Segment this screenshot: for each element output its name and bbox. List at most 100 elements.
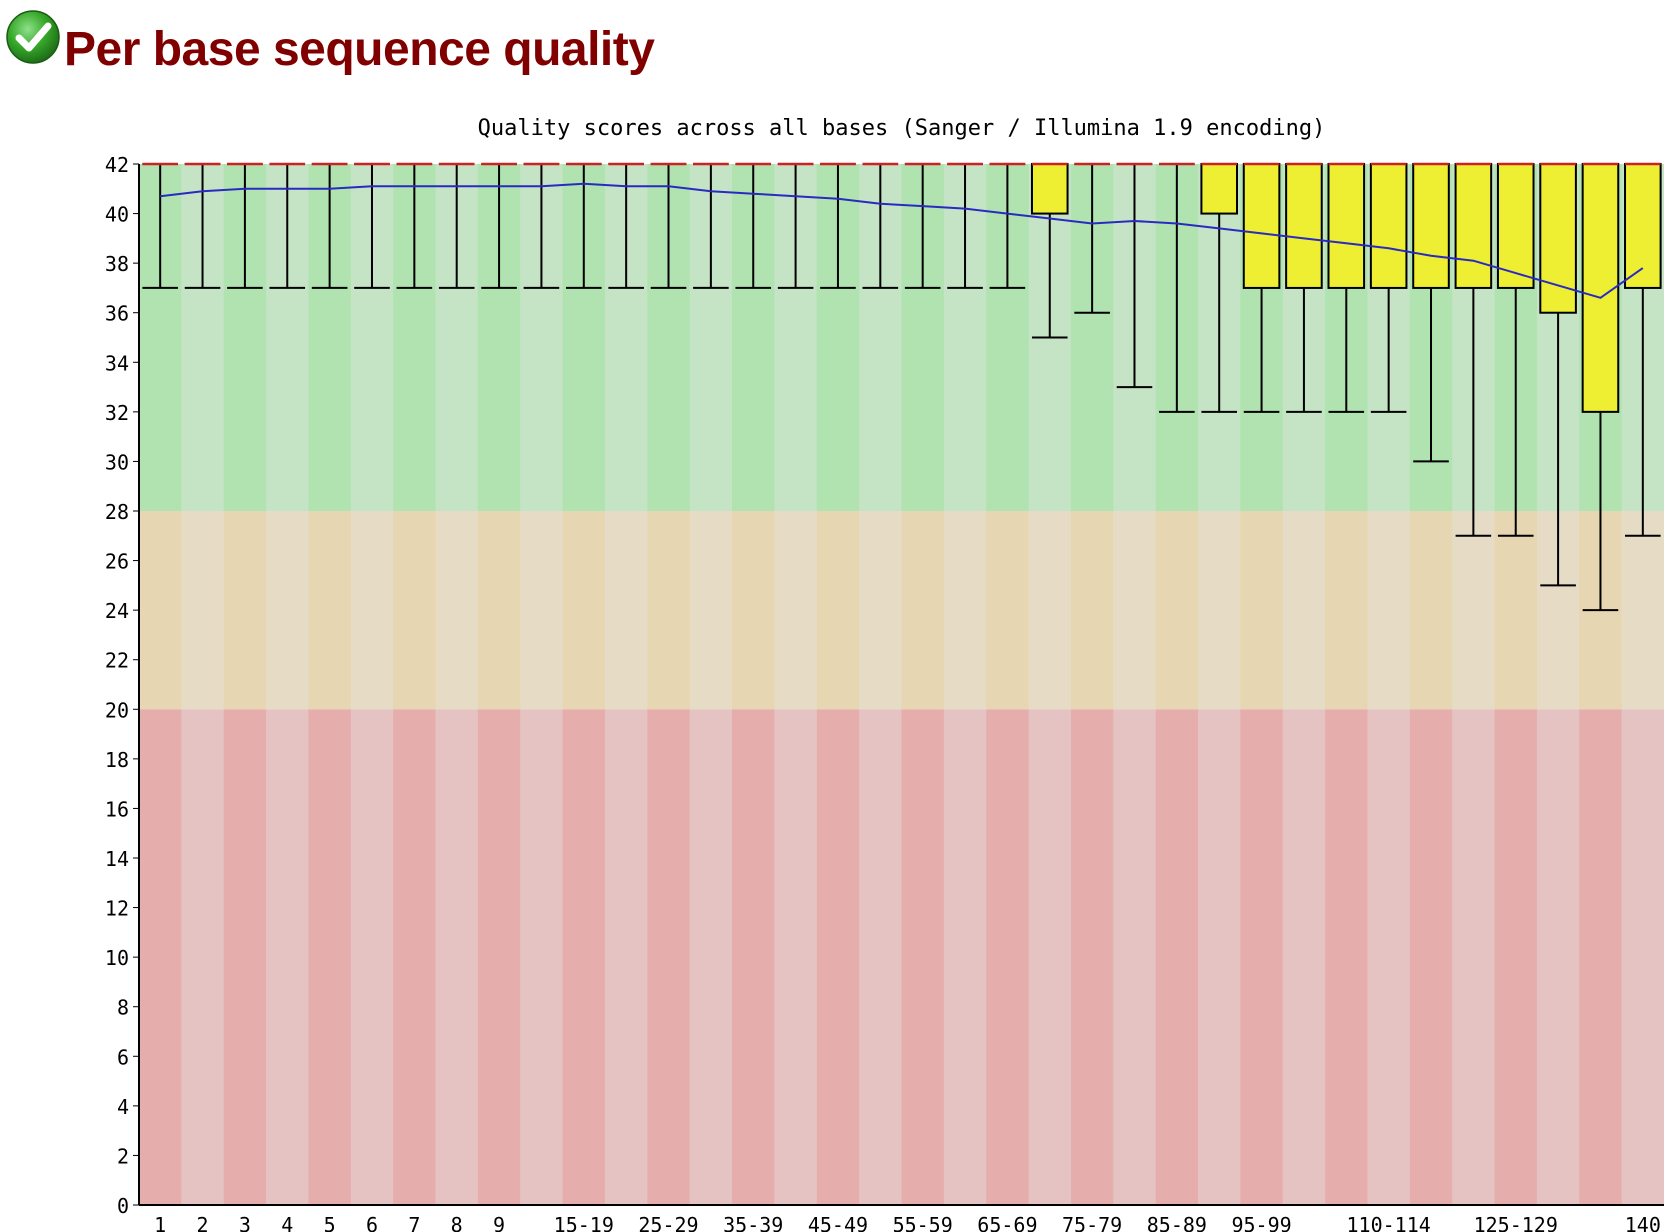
- zone-band-poor: [1198, 709, 1241, 1205]
- zone-band-reasonable: [901, 511, 945, 710]
- zone-band-reasonable: [1367, 511, 1411, 710]
- zone-band-poor: [859, 709, 902, 1205]
- zone-band-poor: [520, 709, 564, 1205]
- y-tick-label: 26: [105, 550, 129, 574]
- zone-band-poor: [1579, 709, 1623, 1205]
- box-iqr: [1624, 163, 1662, 289]
- y-tick-label: 20: [105, 698, 129, 722]
- x-tick-label: 1: [154, 1213, 166, 1232]
- zone-band-reasonable: [139, 511, 182, 710]
- zone-band-reasonable: [266, 511, 309, 710]
- zone-band-reasonable: [562, 511, 606, 710]
- zone-band-poor: [732, 709, 775, 1205]
- x-tick-label: 6: [366, 1213, 378, 1232]
- y-tick-label: 6: [117, 1045, 129, 1069]
- x-tick-label: 140: [1625, 1213, 1661, 1232]
- zone-band-reasonable: [1028, 511, 1072, 710]
- box-iqr: [1030, 163, 1069, 215]
- x-tick-label: 45-49: [808, 1213, 868, 1232]
- box-iqr: [1581, 163, 1620, 413]
- zone-band-poor: [350, 709, 394, 1205]
- zone-band-reasonable: [986, 511, 1030, 710]
- box-iqr: [1539, 163, 1577, 314]
- zone-band-reasonable: [520, 511, 564, 710]
- zone-band-reasonable: [1113, 511, 1157, 710]
- y-tick-label: 40: [105, 203, 129, 227]
- x-tick-label: 55-59: [893, 1213, 953, 1232]
- zone-band-reasonable: [223, 511, 267, 710]
- zone-band-reasonable: [816, 511, 860, 710]
- zone-band-reasonable: [1070, 511, 1114, 710]
- zone-band-reasonable: [1198, 511, 1241, 710]
- box-iqr: [1369, 163, 1408, 289]
- zone-band-reasonable: [393, 511, 437, 710]
- y-tick-label: 32: [105, 401, 129, 425]
- zone-band-reasonable: [1155, 511, 1199, 710]
- x-tick-label: 2: [197, 1213, 209, 1232]
- zone-band-reasonable: [350, 511, 394, 710]
- y-tick-label: 4: [117, 1095, 129, 1119]
- zone-band-reasonable: [859, 511, 902, 710]
- zone-band-reasonable: [1452, 511, 1496, 710]
- zone-band-poor: [816, 709, 860, 1205]
- y-tick-label: 24: [105, 599, 129, 623]
- zone-band-poor: [647, 709, 691, 1205]
- zone-band-poor: [1452, 709, 1496, 1205]
- zone-band-reasonable: [1621, 511, 1664, 710]
- x-tick-label: 95-99: [1231, 1213, 1291, 1232]
- zone-band-reasonable: [1409, 511, 1453, 710]
- zone-band-poor: [139, 709, 182, 1205]
- zone-band-reasonable: [308, 511, 352, 710]
- x-tick-label: 7: [408, 1213, 420, 1232]
- zone-band-poor: [1621, 709, 1664, 1205]
- zone-band-reasonable: [435, 511, 479, 710]
- zone-band-poor: [943, 709, 987, 1205]
- zone-band-reasonable: [1282, 511, 1326, 710]
- zone-band-poor: [1028, 709, 1072, 1205]
- zone-band-poor: [1113, 709, 1157, 1205]
- zone-band-reasonable: [1325, 511, 1368, 710]
- zone-band-poor: [1070, 709, 1114, 1205]
- zone-band-reasonable: [943, 511, 987, 710]
- x-tick-label: 65-69: [977, 1213, 1037, 1232]
- zone-band-poor: [1409, 709, 1453, 1205]
- zone-band-poor: [393, 709, 437, 1205]
- y-tick-label: 42: [105, 153, 129, 177]
- y-tick-label: 8: [117, 996, 129, 1020]
- y-tick-label: 36: [105, 302, 129, 326]
- box-iqr: [1454, 163, 1493, 289]
- y-tick-label: 28: [105, 500, 129, 524]
- x-tick-label: 110-114: [1347, 1213, 1431, 1232]
- zone-band-poor: [181, 709, 225, 1205]
- y-tick-label: 38: [105, 252, 129, 276]
- zone-band-reasonable: [1240, 511, 1284, 710]
- zone-band-poor: [562, 709, 606, 1205]
- zone-band-reasonable: [1494, 511, 1538, 710]
- quality-chart: Quality scores across all bases (Sanger …: [105, 116, 1664, 1232]
- box-iqr: [1242, 163, 1281, 289]
- zone-band-reasonable: [477, 511, 521, 710]
- zone-band-poor: [308, 709, 352, 1205]
- y-tick-label: 18: [105, 748, 129, 772]
- zone-band-poor: [1367, 709, 1411, 1205]
- y-tick-label: 14: [105, 847, 129, 871]
- page-title: Per base sequence quality: [64, 23, 655, 76]
- y-tick-label: 10: [105, 946, 129, 970]
- x-tick-label: 75-79: [1062, 1213, 1122, 1232]
- y-tick-label: 16: [105, 797, 129, 821]
- chart-title: Quality scores across all bases (Sanger …: [478, 116, 1326, 141]
- x-tick-label: 15-19: [554, 1213, 614, 1232]
- zone-band-poor: [477, 709, 521, 1205]
- box-iqr: [1200, 163, 1238, 215]
- y-tick-label: 30: [105, 450, 129, 474]
- y-tick-label: 22: [105, 649, 129, 673]
- zone-band-poor: [604, 709, 648, 1205]
- zone-band-reasonable: [604, 511, 648, 710]
- x-tick-label: 35-39: [723, 1213, 783, 1232]
- zone-band-poor: [435, 709, 479, 1205]
- box-iqr: [1285, 163, 1323, 289]
- zone-band-reasonable: [647, 511, 691, 710]
- zone-band-poor: [774, 709, 818, 1205]
- zone-band-poor: [1494, 709, 1538, 1205]
- y-tick-label: 0: [117, 1194, 129, 1218]
